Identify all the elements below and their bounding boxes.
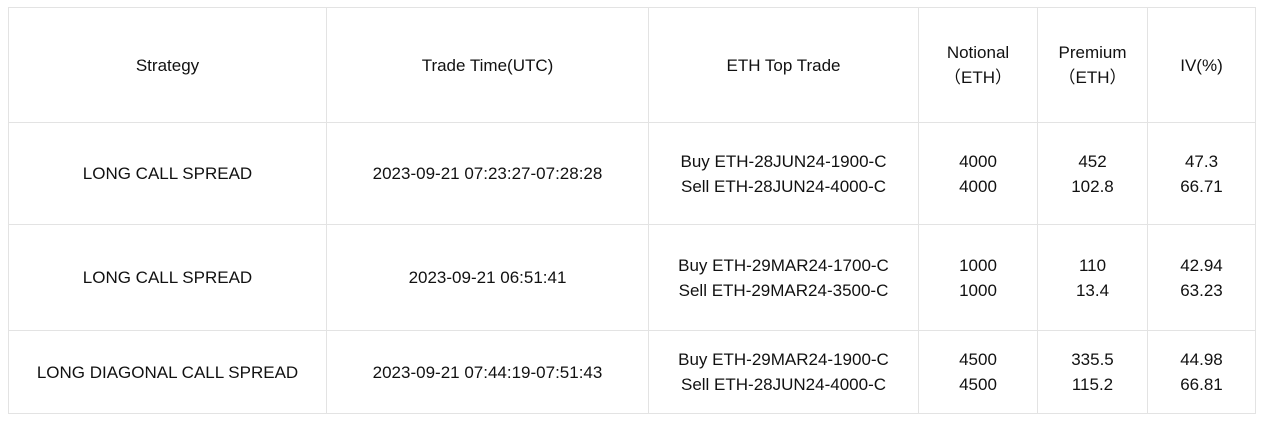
header-strategy: Strategy	[8, 7, 327, 123]
header-label: Premium	[1058, 43, 1127, 62]
header-unit: （ETH）	[944, 68, 1012, 87]
trade-leg: Buy ETH-29MAR24-1700-C	[678, 255, 889, 275]
iv-cell: 42.94 63.23	[1147, 224, 1256, 331]
strategy-cell: LONG CALL SPREAD	[8, 122, 327, 225]
notional-value: 4500	[959, 375, 997, 394]
header-label: Notional	[946, 43, 1010, 62]
header-row: Strategy Trade Time(UTC) ETH Top Trade N…	[8, 7, 1256, 123]
premium-value: 102.8	[1071, 176, 1114, 196]
notional-value: 4000	[959, 151, 997, 171]
strategy-cell: LONG CALL SPREAD	[8, 224, 327, 331]
table-row: LONG CALL SPREAD 2023-09-21 06:51:41 Buy…	[8, 224, 1256, 331]
trade-time-cell: 2023-09-21 06:51:41	[326, 224, 649, 331]
header-notional: Notional （ETH）	[918, 7, 1038, 123]
iv-cell: 47.3 66.71	[1147, 122, 1256, 225]
header-premium: Premium （ETH）	[1037, 7, 1148, 123]
strategy-cell: LONG DIAGONAL CALL SPREAD	[8, 330, 327, 414]
premium-cell: 452 102.8	[1037, 122, 1148, 225]
premium-value: 110	[1078, 255, 1107, 275]
header-label: IV(%)	[1180, 55, 1223, 75]
notional-value: 4500	[959, 350, 997, 369]
table-row: LONG DIAGONAL CALL SPREAD 2023-09-21 07:…	[8, 330, 1256, 414]
notional-cell: 1000 1000	[918, 224, 1038, 331]
top-trade-cell: Buy ETH-28JUN24-1900-C Sell ETH-28JUN24-4…	[648, 122, 919, 225]
top-trade-cell: Buy ETH-29MAR24-1900-C Sell ETH-28JUN24-4…	[648, 330, 919, 414]
trade-leg: Sell ETH-29MAR24-3500-C	[678, 280, 889, 300]
notional-cell: 4500 4500	[918, 330, 1038, 414]
trade-time-cell: 2023-09-21 07:23:27-07:28:28	[326, 122, 649, 225]
trade-leg: Buy ETH-29MAR24-1900-C	[678, 350, 889, 369]
eth-top-trades-table: Strategy Trade Time(UTC) ETH Top Trade N…	[8, 7, 1256, 414]
premium-value: 335.5	[1071, 350, 1114, 369]
table-row: LONG CALL SPREAD 2023-09-21 07:23:27-07:…	[8, 122, 1256, 225]
header-trade-time: Trade Time(UTC)	[326, 7, 649, 123]
header-label: ETH Top Trade	[726, 55, 841, 75]
notional-value: 4000	[959, 176, 997, 196]
notional-value: 1000	[959, 255, 997, 275]
trade-time-cell: 2023-09-21 07:44:19-07:51:43	[326, 330, 649, 414]
header-label: Trade Time(UTC)	[421, 55, 554, 75]
header-unit: （ETH）	[1058, 68, 1127, 87]
header-iv: IV(%)	[1147, 7, 1256, 123]
iv-value: 47.3	[1184, 151, 1219, 171]
trade-leg: Buy ETH-28JUN24-1900-C	[680, 151, 887, 171]
premium-cell: 335.5 115.2	[1037, 330, 1148, 414]
premium-value: 452	[1078, 151, 1107, 171]
header-top-trade: ETH Top Trade	[648, 7, 919, 123]
trade-leg: Sell ETH-28JUN24-4000-C	[680, 176, 887, 196]
premium-value: 115.2	[1071, 375, 1114, 394]
iv-value: 44.98	[1180, 350, 1223, 369]
notional-value: 1000	[959, 280, 997, 300]
iv-value: 63.23	[1180, 280, 1223, 300]
notional-cell: 4000 4000	[918, 122, 1038, 225]
iv-value: 66.71	[1180, 176, 1223, 196]
iv-value: 42.94	[1180, 255, 1223, 275]
iv-cell: 44.98 66.81	[1147, 330, 1256, 414]
header-label: Strategy	[135, 55, 200, 75]
trade-leg: Sell ETH-28JUN24-4000-C	[680, 375, 887, 394]
premium-value: 13.4	[1075, 280, 1110, 300]
iv-value: 66.81	[1180, 375, 1223, 394]
top-trade-cell: Buy ETH-29MAR24-1700-C Sell ETH-29MAR24-3…	[648, 224, 919, 331]
premium-cell: 110 13.4	[1037, 224, 1148, 331]
